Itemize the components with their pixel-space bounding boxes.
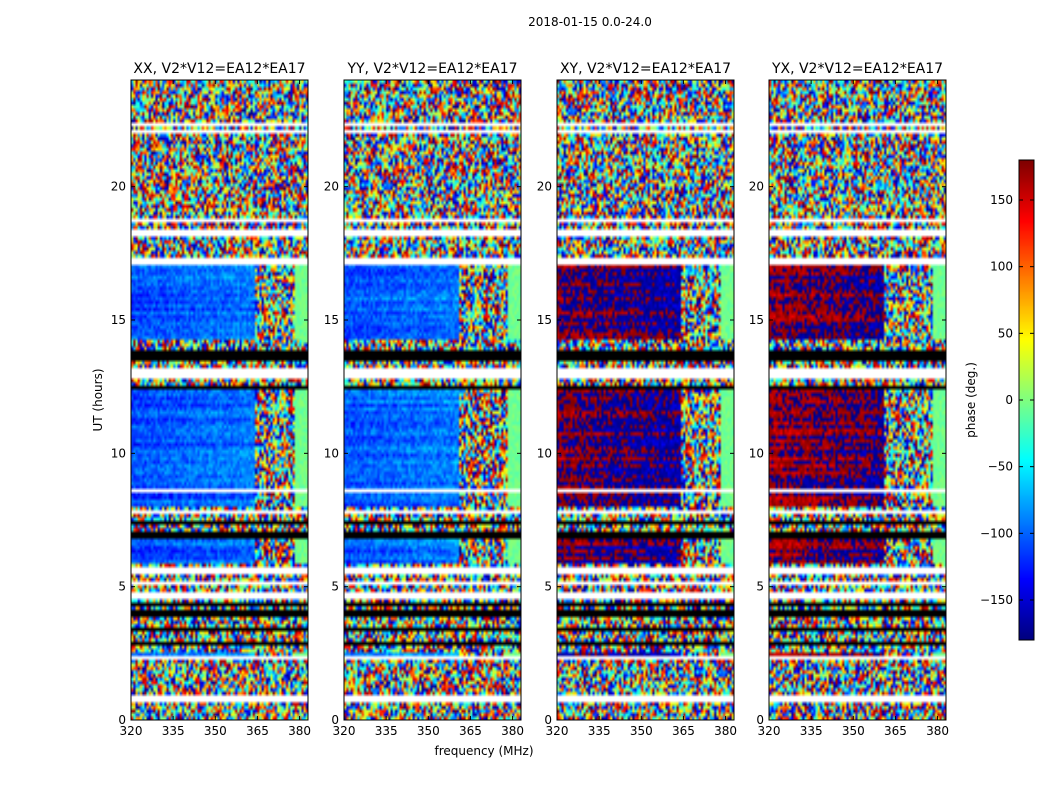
x-tick-label: 320 [758,724,781,738]
x-tick-label: 335 [162,724,185,738]
panel-frame [343,79,522,721]
x-tick-label: 350 [204,724,227,738]
y-tick-label: 20 [111,180,126,194]
panel-title: YY, V2*V12=EA12*EA17 [346,61,517,77]
x-tick-label: 380 [714,724,737,738]
y-tick-label: 5 [544,580,552,594]
colorbar-tick-label: −100 [980,526,1013,540]
heatmap-image [557,80,734,720]
x-tick-label: 365 [884,724,907,738]
colorbar-gradient [1019,160,1034,640]
x-tick-label: 350 [842,724,865,738]
y-tick-label: 0 [331,713,339,727]
panel-frame [768,79,947,721]
x-tick-label: 320 [120,724,143,738]
x-tick-label: 320 [546,724,569,738]
y-tick-label: 5 [331,580,339,594]
y-tick-label: 10 [749,446,764,460]
colorbar: −150 −100 −50 0 50 100 150 [980,159,1035,641]
y-tick-label: 15 [111,313,126,327]
panel-frame [130,79,309,721]
y-tick-label: 20 [537,180,552,194]
y-tick-label: 15 [324,313,339,327]
x-tick-label: 350 [630,724,653,738]
colorbar-tick-label: 100 [990,260,1013,274]
x-tick-label: 335 [375,724,398,738]
y-tick-label: 15 [537,313,552,327]
heatmap-image [769,80,946,720]
panel-2: YY, V2*V12=EA12*EA17 320 335 350 365 380 0 5 10 1… [324,61,524,738]
panel-title: XY, V2*V12=EA12*EA17 [560,61,731,77]
x-tick-label: 365 [672,724,695,738]
y-tick-label: 10 [111,446,126,460]
y-axis-label: UT (hours) [91,368,105,431]
y-tick-label: 20 [749,180,764,194]
x-tick-label: 365 [246,724,269,738]
colorbar-tick-label: 50 [998,326,1013,340]
y-tick-label: 0 [544,713,552,727]
y-tick-label: 0 [118,713,126,727]
y-tick-label: 20 [324,180,339,194]
x-tick-label: 350 [417,724,440,738]
y-tick-label: 5 [756,580,764,594]
x-tick-label: 335 [588,724,611,738]
colorbar-tick-label: 150 [990,193,1013,207]
x-tick-label: 380 [288,724,311,738]
panel-grid: XX, V2*V12=EA12*EA17 320 335 350 365 380 0 5 10 1… [111,61,949,738]
x-tick-label: 335 [800,724,823,738]
panel-frame [556,79,735,721]
panel-3: XY, V2*V12=EA12*EA17 320 335 350 365 380 0 5 10 1… [537,61,737,738]
x-tick-label: 365 [459,724,482,738]
panel-title: XX, V2*V12=EA12*EA17 [133,61,305,77]
heatmap-image [344,80,521,720]
colorbar-label: phase (deg.) [964,362,978,438]
panel-title: YX, V2*V12=EA12*EA17 [771,61,943,77]
x-axis-label: frequency (MHz) [434,744,533,758]
colorbar-tick-label: −150 [980,593,1013,607]
colorbar-tick-label: 0 [1005,393,1013,407]
y-tick-label: 0 [756,713,764,727]
y-tick-label: 10 [324,446,339,460]
y-tick-label: 15 [749,313,764,327]
figure-title: 2018-01-15 0.0-24.0 [528,15,652,29]
y-tick-label: 5 [118,580,126,594]
panel-4: YX, V2*V12=EA12*EA17 320 335 350 365 380 0 5 10 1… [749,61,949,738]
x-tick-label: 320 [333,724,356,738]
heatmap-image [131,80,308,720]
panel-1: XX, V2*V12=EA12*EA17 320 335 350 365 380 0 5 10 1… [111,61,311,738]
x-tick-label: 380 [926,724,949,738]
colorbar-tick-label: −50 [988,460,1013,474]
y-tick-label: 10 [537,446,552,460]
x-tick-label: 380 [501,724,524,738]
